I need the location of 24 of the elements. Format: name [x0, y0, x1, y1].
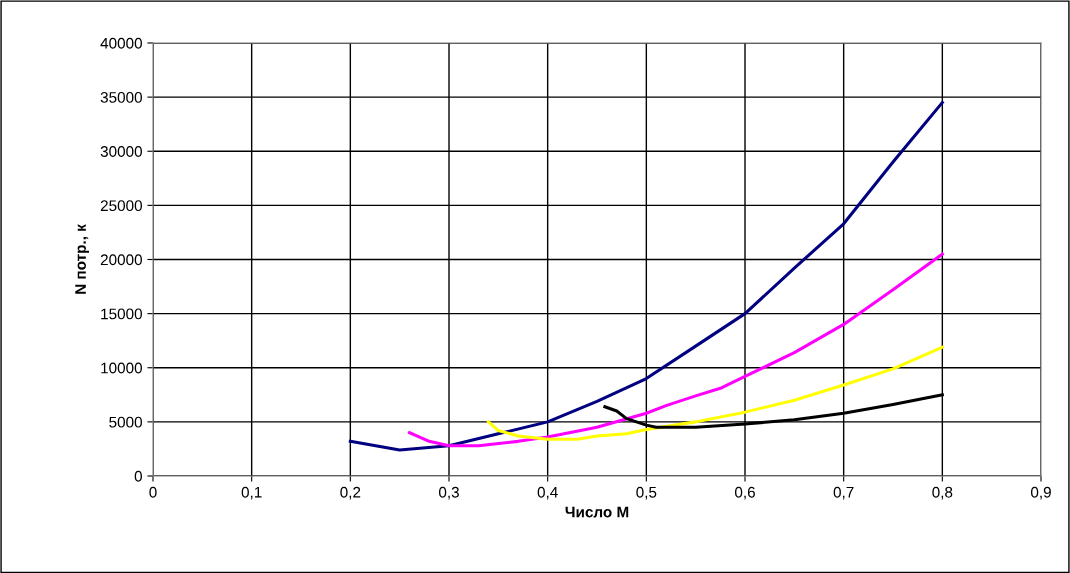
y-tick-label: 25000 — [100, 200, 142, 212]
y-tick-label: 5000 — [109, 416, 142, 428]
x-tick-label: 0,4 — [537, 486, 558, 500]
x-tick-label: 0,9 — [1030, 486, 1051, 500]
x-tick-label: 0,5 — [636, 486, 657, 500]
y-tick-label: 10000 — [101, 362, 142, 374]
x-tick-label: 0 — [149, 486, 157, 498]
y-tick-label: 15000 — [101, 308, 142, 320]
y-tick-label: 40000 — [100, 37, 142, 49]
y-tick-label: 0 — [134, 470, 142, 482]
line-series — [408, 252, 944, 448]
line-series — [486, 345, 944, 441]
y-axis-title: N потр., к — [75, 224, 89, 294]
x-tick-label: 0,1 — [241, 486, 262, 500]
line-series — [348, 101, 944, 452]
x-tick-label: 0,8 — [932, 486, 953, 500]
x-tick-label: 0,6 — [734, 486, 755, 500]
y-tick-label: 20000 — [100, 254, 142, 266]
y-tick-label: 35000 — [100, 91, 142, 103]
x-tick-label: 0,2 — [340, 486, 361, 500]
y-tick-label: 30000 — [100, 146, 142, 157]
x-tick-label: 0,7 — [833, 486, 854, 500]
x-tick-label: 0,3 — [438, 486, 459, 500]
x-axis-title: Число М — [565, 506, 629, 518]
